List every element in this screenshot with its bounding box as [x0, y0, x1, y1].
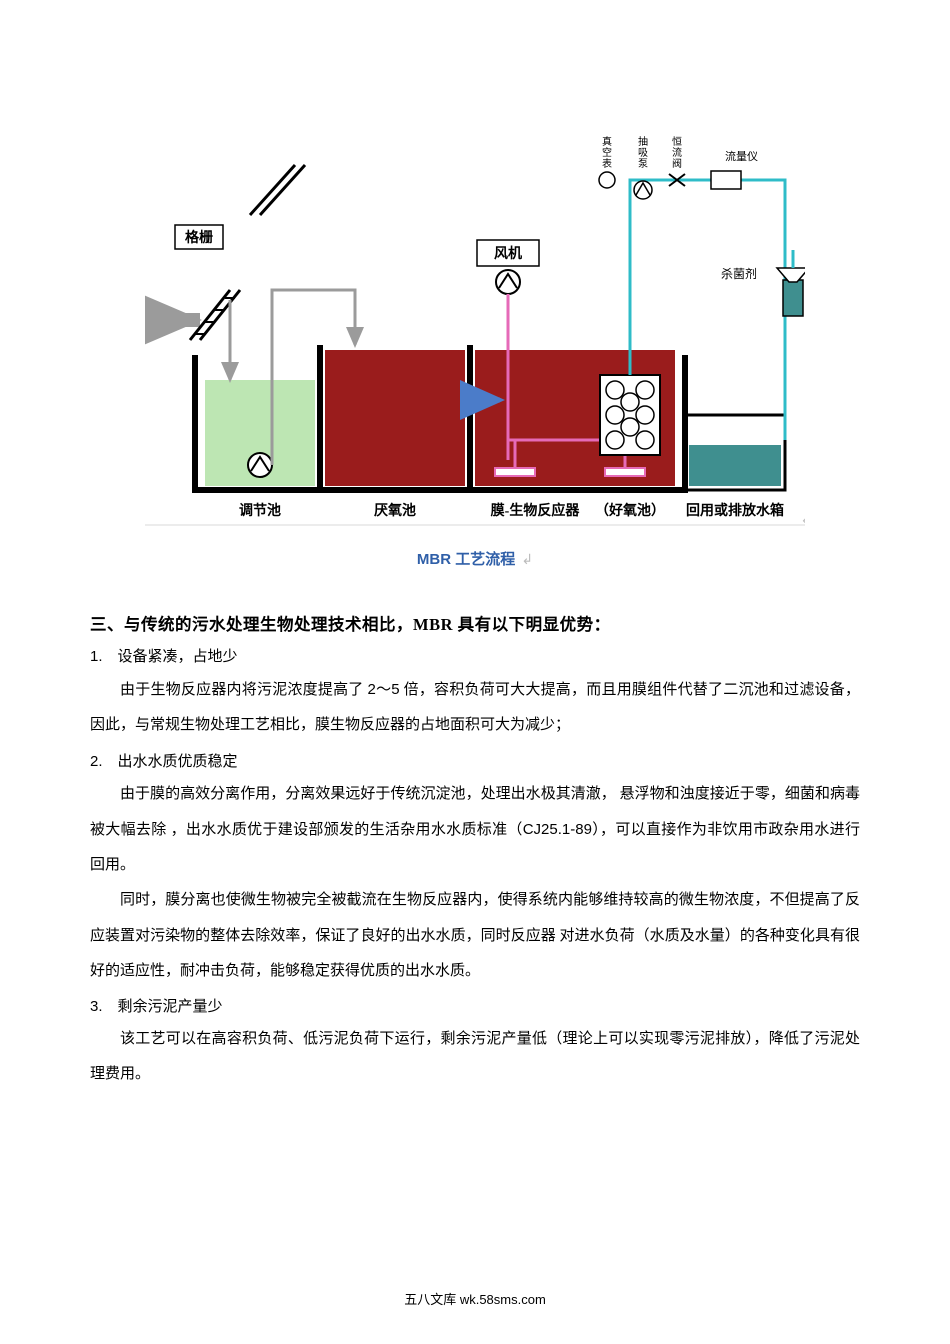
list-item-number: 2. — [90, 753, 103, 770]
svg-text:格栅: 格栅 — [185, 229, 213, 246]
svg-text:回用或排放水箱: 回用或排放水箱 — [686, 502, 784, 519]
svg-text:流: 流 — [672, 146, 682, 159]
svg-text:↲: ↲ — [801, 514, 805, 526]
list-item-title: 设备紧凑，占地少 — [118, 648, 238, 665]
svg-text:空: 空 — [602, 146, 612, 159]
caption-return-mark: ↲ — [519, 551, 533, 567]
list-item-head: 1. 设备紧凑，占地少 — [90, 645, 860, 666]
section-heading: 三、与传统的污水处理生物处理技术相比，MBR 具有以下明显优势： — [90, 611, 860, 635]
footer-url: wk.58sms.com — [460, 1292, 546, 1307]
list-item-head: 2. 出水水质优质稳定 — [90, 750, 860, 771]
document-page: 格栅风机 真空表 抽吸泵 恒流阀 流量仪杀菌剂调节池 厌氧池 膜-生物反应器 （好氧池） 回用或… — [0, 0, 950, 1344]
list-item-paragraph: 由于膜的高效分离作用，分离效果远好于传统沉淀池，处理出水极其清澈， 悬浮物和浊度… — [90, 777, 860, 884]
svg-text:厌氧池: 厌氧池 — [374, 502, 416, 519]
caption-text: MBR 工艺流程 — [417, 551, 515, 568]
advantages-list: 1. 设备紧凑，占地少由于生物反应器内将污泥浓度提高了 2～5 倍，容积负荷可大… — [90, 645, 860, 1093]
list-item-number: 3. — [90, 998, 103, 1015]
svg-text:真: 真 — [602, 135, 612, 148]
list-item-head: 3. 剩余污泥产量少 — [90, 995, 860, 1016]
svg-text:膜-生物反应器: 膜-生物反应器 — [491, 502, 581, 519]
svg-text:杀菌剂: 杀菌剂 — [721, 266, 757, 281]
footer-zh: 五八文库 — [404, 1292, 460, 1307]
svg-text:恒: 恒 — [672, 135, 682, 148]
svg-text:表: 表 — [602, 157, 612, 170]
list-item-paragraph: 由于生物反应器内将污泥浓度提高了 2～5 倍，容积负荷可大大提高，而且用膜组件代… — [90, 672, 860, 744]
svg-text:泵: 泵 — [638, 158, 648, 170]
svg-text:风机: 风机 — [494, 245, 522, 262]
list-item-paragraph: 同时，膜分离也使微生物被完全被截流在生物反应器内，使得系统内能够维持较高的微生物… — [90, 883, 860, 989]
diagram-caption: MBR 工艺流程 ↲ — [145, 548, 805, 569]
mbr-flow-diagram: 格栅风机 真空表 抽吸泵 恒流阀 流量仪杀菌剂调节池 厌氧池 膜-生物反应器 （好氧池） 回用或… — [145, 110, 805, 530]
svg-text:阀: 阀 — [672, 157, 682, 170]
svg-text:流量仪: 流量仪 — [725, 149, 758, 163]
list-item-number: 1. — [90, 648, 103, 665]
list-item-paragraph: 该工艺可以在高容积负荷、低污泥负荷下运行，剩余污泥产量低（理论上可以实现零污泥排… — [90, 1022, 860, 1093]
svg-text:吸: 吸 — [638, 148, 648, 159]
page-footer: 五八文库 wk.58sms.com — [0, 1289, 950, 1308]
process-diagram: 格栅风机 真空表 抽吸泵 恒流阀 流量仪杀菌剂调节池 厌氧池 膜-生物反应器 （好氧池） 回用或… — [145, 110, 805, 569]
svg-text:调节池: 调节池 — [239, 502, 281, 519]
list-item-title: 剩余污泥产量少 — [118, 998, 223, 1015]
svg-text:（好氧池）: （好氧池） — [595, 502, 665, 519]
list-item-title: 出水水质优质稳定 — [118, 753, 238, 770]
svg-text:抽: 抽 — [638, 135, 648, 148]
